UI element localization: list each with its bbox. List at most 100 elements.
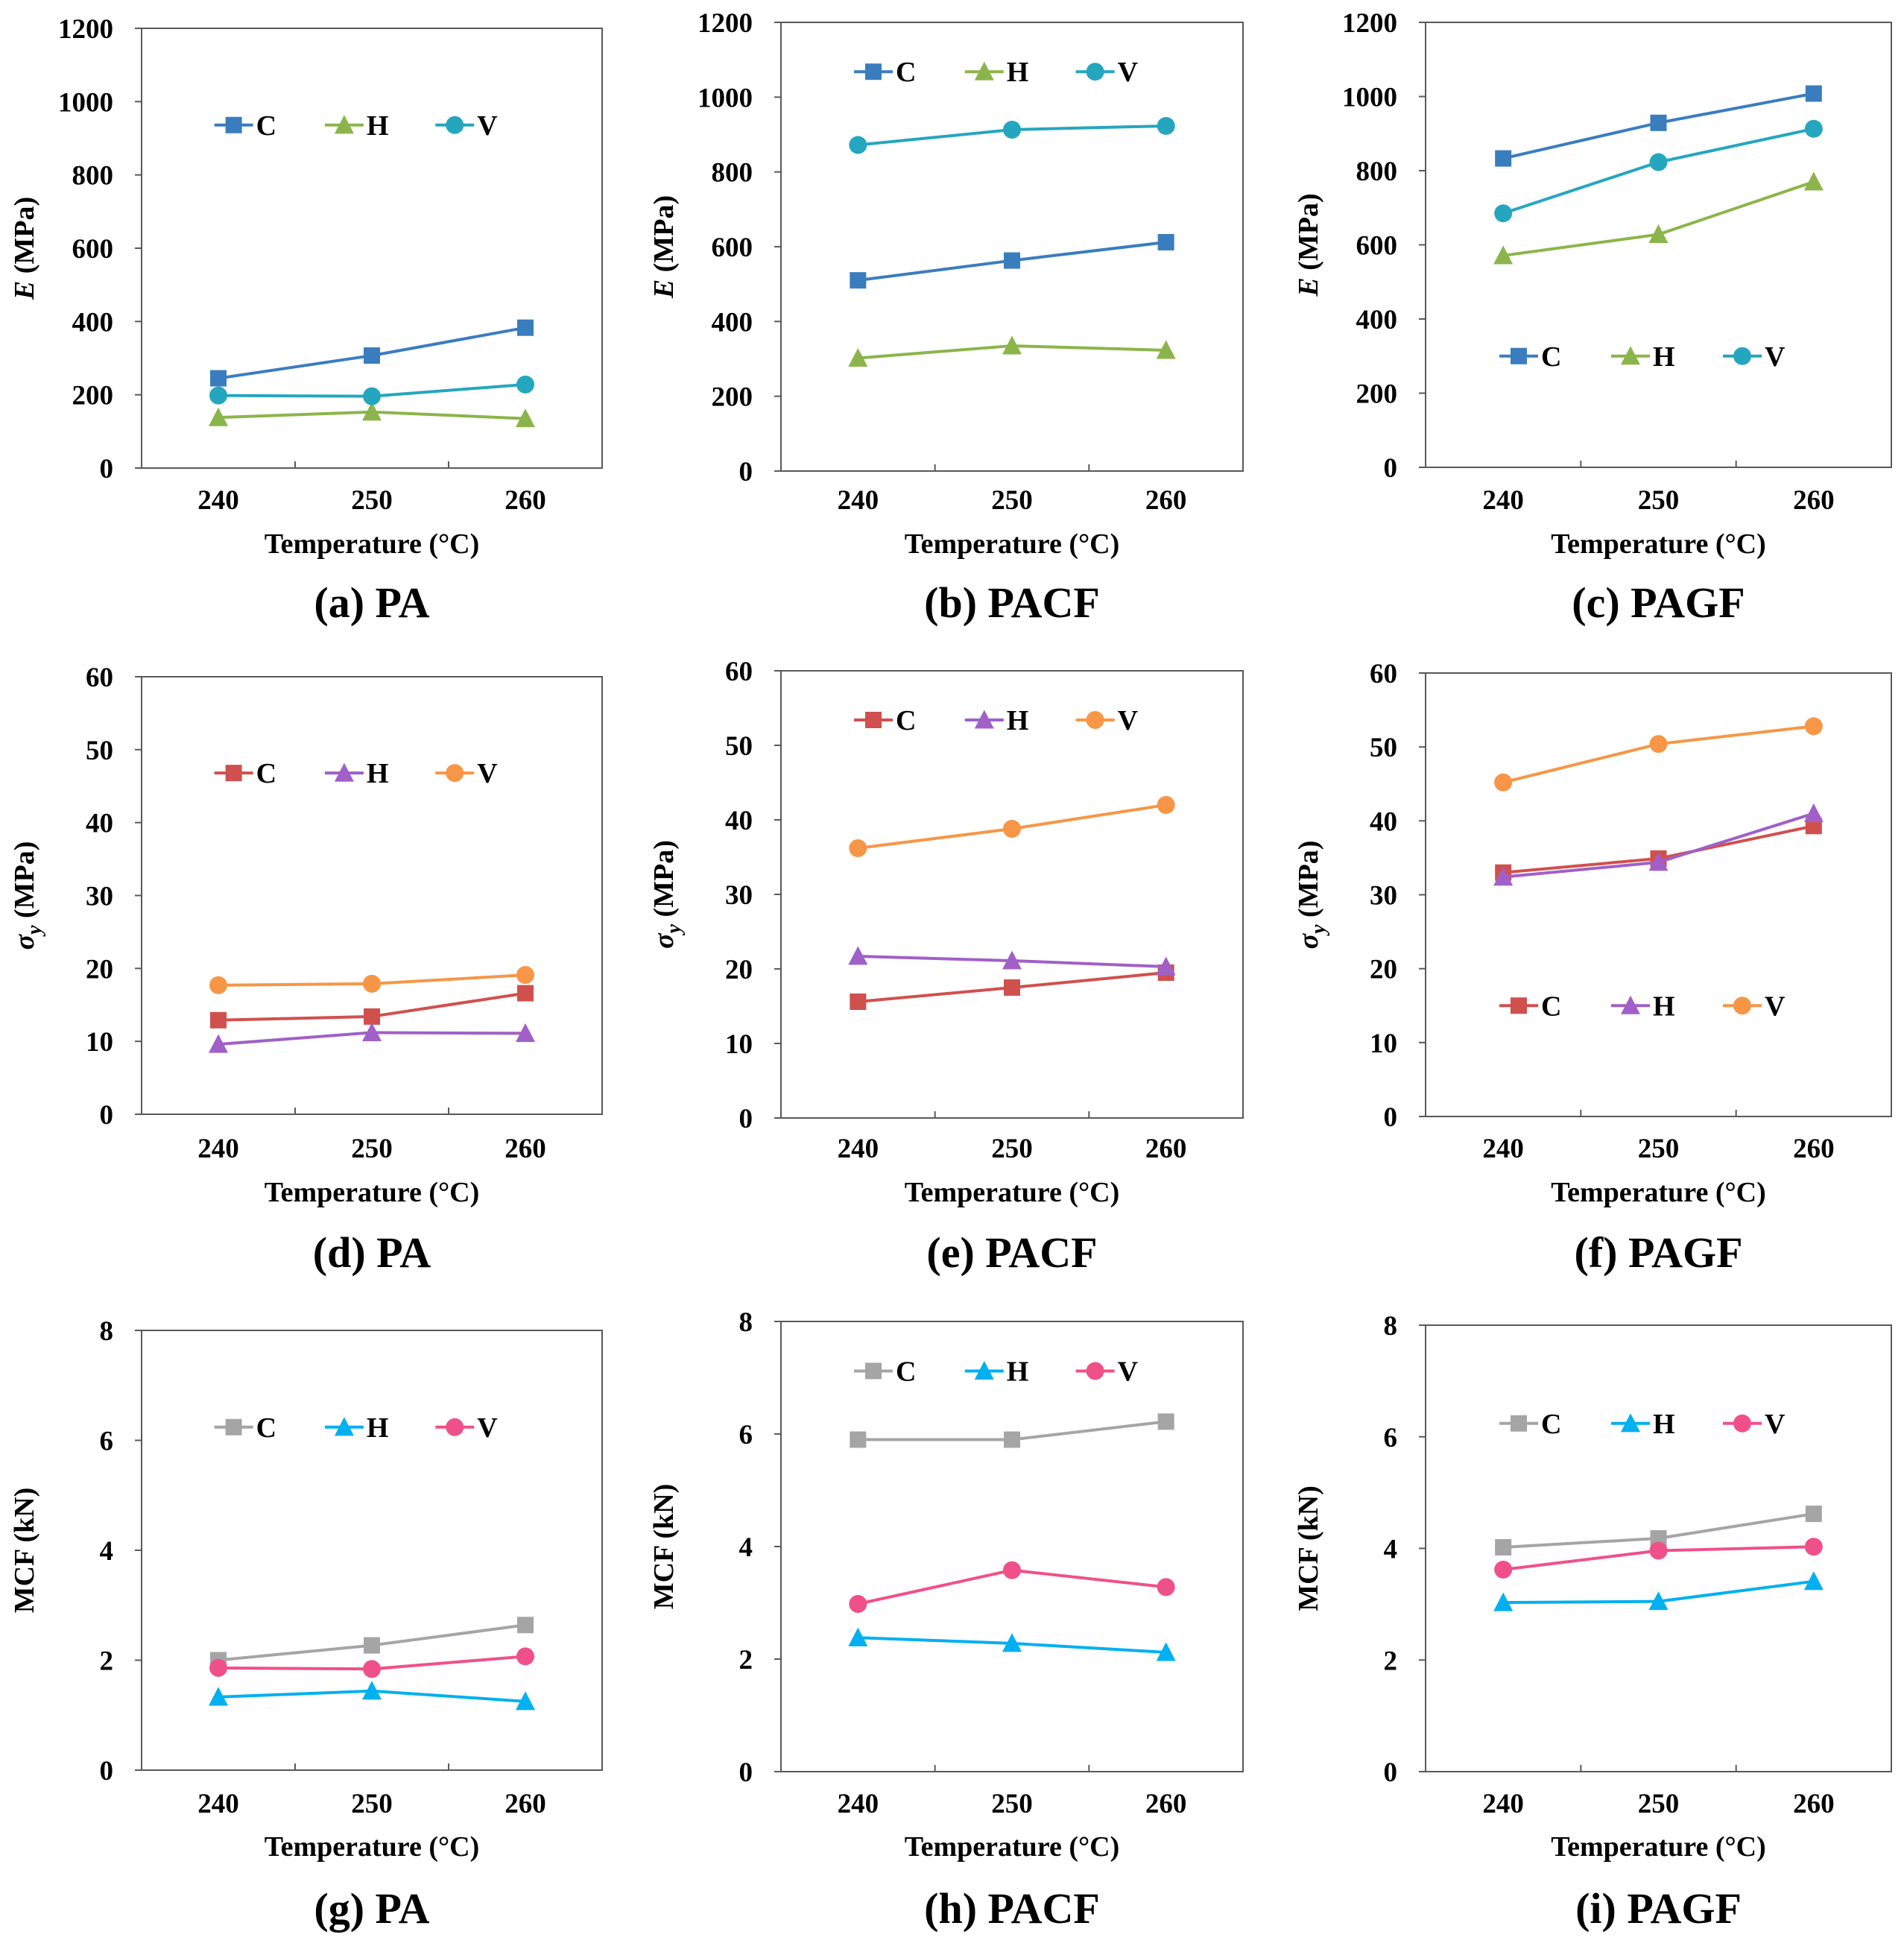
- data-point-C: [1157, 1413, 1174, 1430]
- legend-marker-V: [1086, 1362, 1104, 1380]
- y-axis-label: σy (MPa): [1293, 841, 1330, 950]
- legend-label-H: H: [367, 758, 389, 789]
- y-tick-label: 0: [1384, 453, 1398, 484]
- y-tick-label: 50: [1370, 733, 1397, 763]
- data-point-C: [517, 985, 534, 1002]
- data-point-V: [1157, 796, 1175, 814]
- data-point-H: [1002, 335, 1022, 355]
- x-tick-label: 240: [838, 1134, 879, 1164]
- legend-label-C: C: [256, 758, 276, 789]
- data-point-H: [362, 1022, 382, 1041]
- data-point-C: [364, 347, 380, 364]
- data-point-H: [209, 407, 228, 426]
- y-tick-label: 800: [1356, 157, 1398, 187]
- data-point-V: [1649, 153, 1668, 171]
- x-tick-label: 250: [351, 1134, 393, 1164]
- panel-i: 0 2 4 6 8 240 250 260 Temperature (°C) MCF (kN) C H…: [1293, 1311, 1892, 1933]
- data-point-H: [516, 1023, 535, 1042]
- data-point-C: [364, 1008, 380, 1025]
- x-tick-label: 260: [1793, 1789, 1835, 1819]
- plot-frame: [780, 1321, 1244, 1772]
- legend-marker-H: [334, 762, 354, 782]
- legend-marker-H: [1621, 995, 1640, 1014]
- legend-label-C: C: [896, 57, 916, 88]
- y-axis-label: MCF (kN): [648, 1484, 680, 1610]
- x-axis-label: Temperature (°C): [265, 1831, 480, 1863]
- x-tick-label: 240: [1482, 485, 1524, 516]
- y-tick-label: 30: [86, 882, 113, 912]
- y-tick-label: 50: [725, 731, 753, 762]
- x-tick-label: 240: [197, 1789, 239, 1819]
- legend-marker-V: [446, 764, 464, 783]
- legend-marker-H: [974, 710, 994, 729]
- panel-d: 0 10 20 30 40 50 60 240 250 260 Temperature (°C) σy…: [9, 663, 603, 1277]
- data-point-V: [209, 976, 227, 994]
- x-axis-label: Temperature (°C): [1551, 1831, 1766, 1863]
- y-tick-label: 8: [1384, 1311, 1398, 1342]
- legend-label-H: H: [1007, 1356, 1029, 1387]
- data-point-V: [363, 387, 381, 405]
- x-tick-label: 250: [1638, 1789, 1680, 1819]
- y-tick-label: 4: [739, 1532, 753, 1563]
- panel-caption: (b) PACF: [924, 578, 1100, 627]
- x-tick-label: 250: [991, 1789, 1033, 1819]
- data-point-V: [1003, 1561, 1021, 1579]
- data-point-H: [209, 1687, 228, 1706]
- x-tick-label: 260: [1145, 1789, 1187, 1819]
- x-tick-label: 250: [351, 485, 393, 516]
- y-axis-label: E (MPa): [1293, 193, 1324, 297]
- x-axis-label: Temperature (°C): [265, 1177, 480, 1208]
- data-point-H: [1156, 340, 1176, 359]
- panel-caption: (d) PA: [313, 1228, 431, 1277]
- data-point-H: [516, 408, 535, 428]
- plot-frame: [780, 670, 1244, 1119]
- y-tick-label: 8: [100, 1316, 114, 1347]
- data-point-H: [516, 1691, 535, 1711]
- legend-marker-V: [1733, 996, 1751, 1015]
- data-point-V: [516, 966, 534, 985]
- y-tick-label: 600: [1356, 231, 1398, 262]
- data-point-H: [362, 402, 382, 421]
- x-tick-label: 240: [838, 1789, 879, 1819]
- y-axis-label: σy (MPa): [9, 841, 46, 950]
- legend-label-V: V: [477, 1412, 498, 1444]
- panel-a: 0 200 400 600 800 1000 1200 240 250 260 Temperatur…: [9, 14, 603, 627]
- legend-marker-H: [1621, 346, 1640, 365]
- legend-marker-C: [1511, 347, 1527, 364]
- y-tick-label: 4: [1384, 1535, 1398, 1565]
- data-point-C: [1004, 252, 1020, 269]
- y-tick-label: 60: [86, 663, 113, 693]
- data-point-C: [850, 1431, 867, 1448]
- y-tick-label: 600: [712, 233, 753, 263]
- y-axis-label: MCF (kN): [9, 1488, 40, 1614]
- y-tick-label: 400: [72, 307, 114, 338]
- data-point-C: [1650, 114, 1667, 131]
- legend-label-C: C: [1541, 1409, 1561, 1440]
- data-point-H: [1648, 1591, 1669, 1611]
- data-point-V: [1494, 773, 1513, 792]
- legend-label-V: V: [477, 758, 498, 789]
- panel-caption: (f) PAGF: [1575, 1228, 1743, 1277]
- data-point-C: [850, 994, 867, 1010]
- data-point-C: [1004, 979, 1020, 996]
- y-tick-label: 40: [1370, 806, 1397, 837]
- legend-marker-H: [1621, 1413, 1640, 1433]
- data-point-H: [848, 347, 868, 367]
- data-point-V: [1157, 116, 1175, 135]
- y-tick-label: 1000: [698, 83, 753, 113]
- data-point-V: [1804, 119, 1823, 138]
- y-axis-label: MCF (kN): [1293, 1485, 1324, 1611]
- legend-label-C: C: [1541, 991, 1561, 1022]
- y-tick-label: 40: [86, 809, 113, 839]
- y-tick-label: 1200: [698, 8, 753, 39]
- data-point-H: [1493, 867, 1514, 886]
- y-tick-label: 20: [725, 955, 753, 985]
- y-tick-label: 0: [100, 1756, 114, 1787]
- data-point-V: [209, 1658, 227, 1677]
- x-tick-label: 260: [1793, 1134, 1835, 1164]
- y-tick-label: 600: [72, 234, 114, 265]
- data-point-V: [1494, 204, 1513, 223]
